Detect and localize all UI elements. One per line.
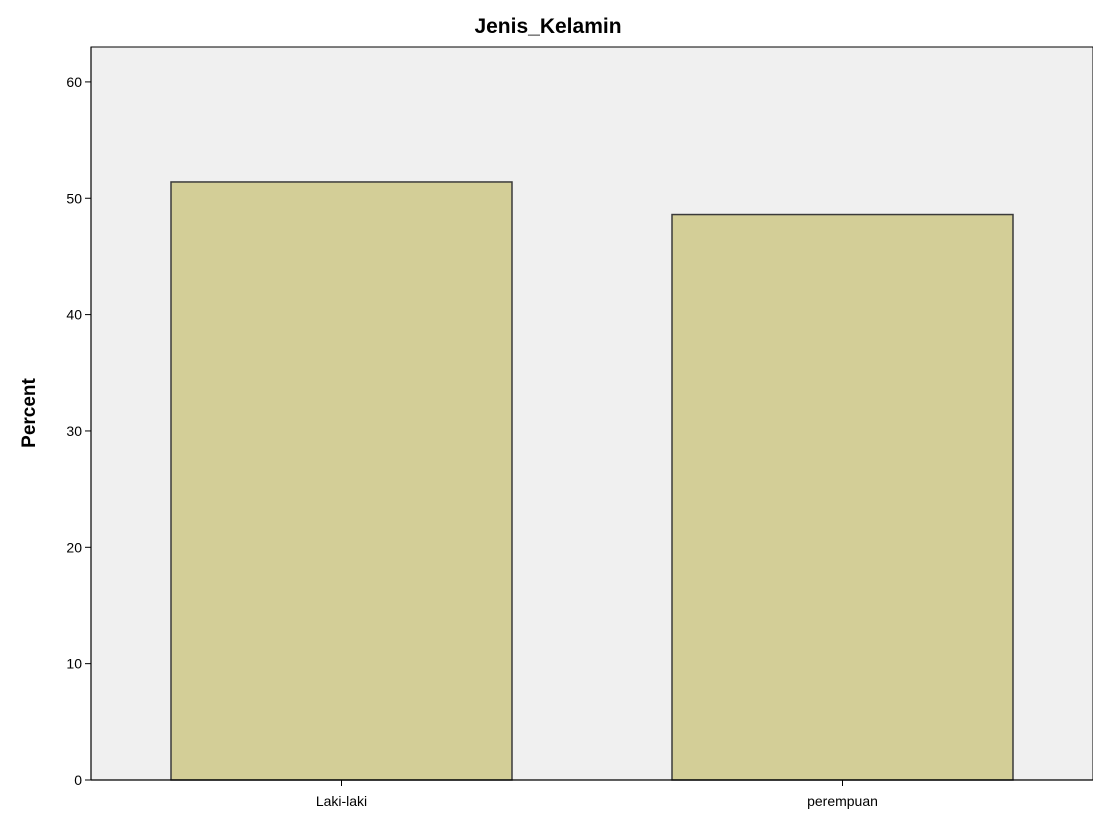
- y-tick-label: 50: [66, 190, 82, 206]
- x-tick-label: Laki-laki: [316, 793, 367, 809]
- y-tick-label: 60: [66, 74, 82, 90]
- y-tick-label: 0: [74, 772, 82, 788]
- bar-perempuan: [671, 213, 1014, 781]
- y-tick-label: 20: [66, 539, 82, 555]
- x-axis-ticks: Laki-laki perempuan: [316, 780, 878, 809]
- y-tick-label: 10: [66, 656, 82, 672]
- bar-laki-laki: [170, 181, 513, 781]
- y-tick-label: 40: [66, 307, 82, 323]
- y-axis-ticks: 0 10 20 30 40 50 60: [66, 74, 91, 788]
- x-tick-label: perempuan: [807, 793, 878, 809]
- y-axis-label: Percent: [19, 377, 40, 447]
- chart-title: Jenis_Kelamin: [474, 15, 621, 38]
- y-tick-label: 30: [66, 423, 82, 439]
